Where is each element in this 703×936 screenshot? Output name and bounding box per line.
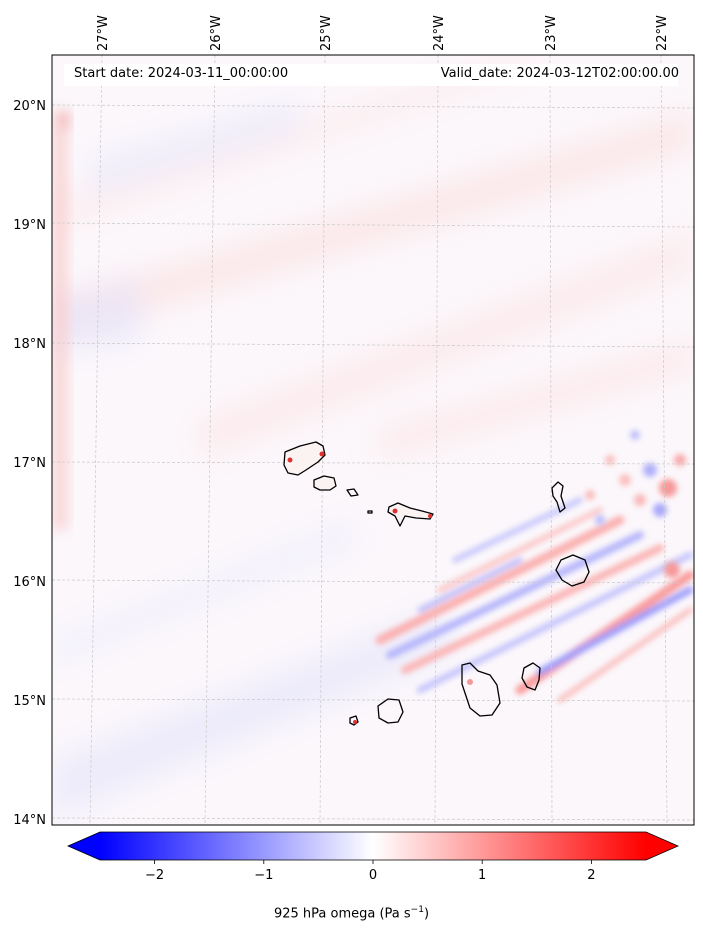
lon-tick-label: 24°W	[432, 15, 447, 51]
lat-tick-label: 17°N	[13, 456, 46, 471]
lon-tick-label: 22°W	[655, 15, 670, 51]
island-sao-nicolau	[387, 502, 434, 527]
colorbar-title-text: 925 hPa omega (Pa s	[273, 906, 411, 922]
island-santiago	[461, 662, 501, 717]
island-islet	[367, 510, 373, 514]
colorbar-tick-label: −2	[145, 868, 164, 883]
island-boa-vista	[555, 554, 590, 587]
lat-tick-label: 18°N	[13, 337, 46, 352]
lon-tick-label: 27°W	[96, 15, 111, 51]
omega-field	[52, 55, 694, 825]
lat-tick-label: 16°N	[13, 575, 46, 590]
colorbar-tick-label: −1	[254, 868, 273, 883]
colorbar-title-suffix: )	[423, 906, 430, 922]
island-maio	[521, 662, 541, 691]
lon-tick-labels: 27°W 26°W 25°W 24°W 23°W 22°W	[96, 15, 670, 51]
graticule	[52, 55, 694, 825]
lat-tick-label: 15°N	[13, 694, 46, 709]
colorbar-outline	[67, 831, 679, 861]
island-santo-antao	[283, 441, 326, 476]
colorbar: −2 −1 0 1 2	[67, 831, 679, 883]
lat-tick-label: 14°N	[13, 813, 46, 828]
island-fogo	[377, 698, 404, 724]
lon-tick-label: 23°W	[544, 15, 559, 51]
header-box	[64, 64, 678, 86]
colorbar-extend-max	[646, 832, 678, 860]
lat-tick-label: 20°N	[13, 99, 46, 114]
colorbar-tick-label: 0	[369, 868, 377, 883]
lon-tick-label: 26°W	[209, 15, 224, 51]
colorbar-extend-min	[68, 832, 100, 860]
lat-tick-labels: 20°N 19°N 18°N 17°N 16°N 15°N 14°N	[13, 99, 46, 828]
colorbar-title: 925 hPa omega (Pa s−1)	[0, 905, 703, 921]
start-date-label: Start date: 2024-03-11_00:00:00	[74, 66, 289, 81]
map-frame	[51, 54, 695, 826]
colorbar-tick-label: 1	[478, 868, 486, 883]
island-santa-luzia	[346, 488, 359, 497]
lat-tick-label: 19°N	[13, 218, 46, 233]
island-sal	[551, 481, 566, 513]
colorbar-gradient	[100, 832, 646, 860]
colorbar-ticks: −2 −1 0 1 2	[145, 860, 596, 883]
valid-date-label: Valid_date: 2024-03-12T02:00:00.00	[440, 66, 679, 81]
lon-tick-label: 25°W	[319, 15, 334, 51]
island-sao-vicente	[313, 475, 337, 491]
coastlines	[283, 441, 590, 726]
colorbar-title-exponent: −1	[410, 905, 424, 915]
colorbar-tick-label: 2	[587, 868, 595, 883]
